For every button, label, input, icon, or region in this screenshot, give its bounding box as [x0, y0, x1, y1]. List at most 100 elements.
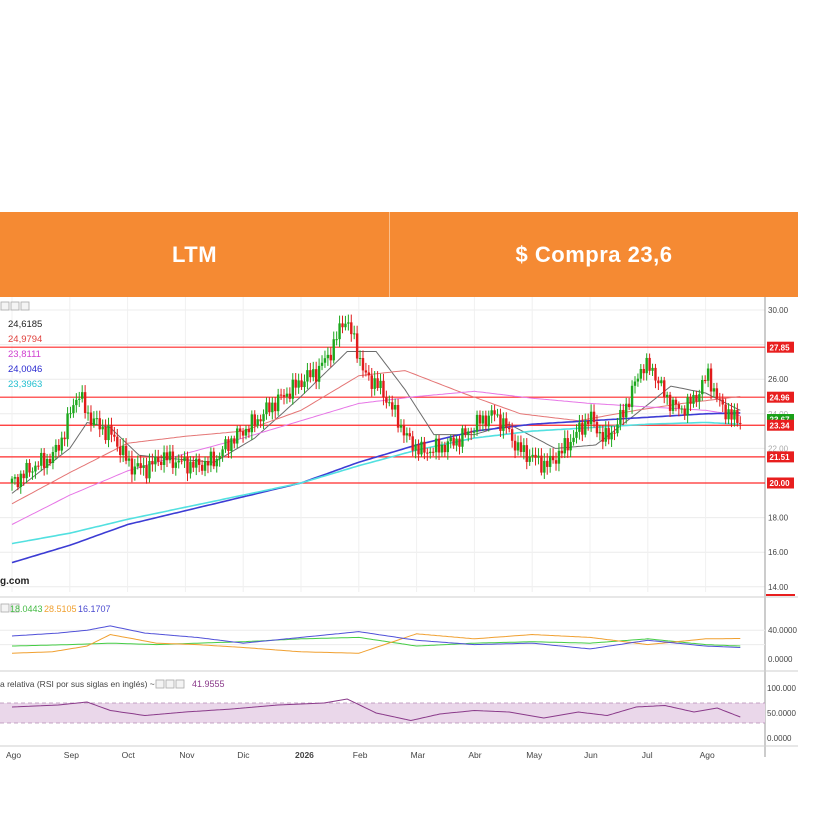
x-tick-label: Mar [411, 750, 426, 760]
candle-body [405, 433, 409, 436]
candle-body [475, 414, 479, 432]
candle-body [63, 437, 66, 440]
candle-body [452, 437, 455, 446]
candle-body [171, 451, 175, 468]
x-tick-label: Abr [468, 750, 481, 760]
x-axis: Ago Sep Oct Nov Dic 2026 Feb Mar Abr May Jun Jul Ago [0, 745, 798, 760]
candle-body [391, 402, 394, 410]
rsi-line [11, 698, 741, 722]
candle-body [227, 439, 230, 451]
candle-body [622, 409, 625, 418]
banner-ticker-label: LTM [0, 212, 390, 297]
candle-body [92, 418, 96, 426]
candle-body [636, 378, 640, 382]
candle-body [347, 322, 350, 324]
panel-tool-icon [20, 301, 30, 311]
candle-body [110, 425, 113, 435]
candle-body [145, 465, 148, 479]
candle-body [174, 462, 177, 468]
candle-body [627, 403, 631, 408]
candle-body [423, 441, 426, 453]
candle-body [98, 418, 101, 430]
candle-body [660, 380, 663, 384]
candle-body [724, 404, 727, 420]
moving-average-line [11, 412, 741, 564]
panel-tool-icon [0, 603, 10, 613]
dmi-minus-line [11, 633, 741, 654]
candle-body [101, 427, 104, 430]
candle-body [461, 428, 464, 447]
candle-body [411, 436, 414, 451]
candle-body [651, 367, 654, 371]
candle-body [502, 418, 505, 431]
x-tick-label: May [526, 750, 543, 760]
candle-body [499, 414, 502, 431]
candle-body [279, 394, 283, 396]
y-tick-label: 22.00 [768, 444, 789, 453]
candle-body [83, 392, 87, 413]
candle-body [183, 457, 186, 462]
candle-body [338, 323, 341, 340]
candle-body [40, 452, 43, 466]
candle-body [467, 431, 470, 435]
candle-body [414, 444, 417, 451]
candle-body [285, 393, 289, 397]
candle-body [358, 358, 362, 360]
price-level-tag [767, 419, 794, 431]
price-level-tag [767, 391, 794, 403]
candle-body [268, 402, 271, 413]
candle-body [654, 367, 657, 381]
candle-body [303, 381, 306, 388]
candle-body [487, 415, 490, 427]
candle-body [616, 424, 619, 434]
candle-body [113, 434, 116, 437]
x-tick-label: Feb [353, 750, 368, 760]
candle-body [80, 392, 84, 399]
candle-body [180, 460, 183, 462]
candle-body [344, 323, 347, 328]
candle-body [312, 369, 315, 378]
candle-body [604, 428, 607, 442]
ma-legend-value: 24,9794 [8, 334, 42, 345]
candle-body [218, 456, 221, 459]
dmi-legend-value: 28.5105 [44, 604, 77, 614]
candle-body [633, 381, 637, 386]
candle-body [645, 357, 648, 374]
y-tick-label: 18.00 [768, 514, 789, 523]
candle-body [508, 427, 511, 430]
dmi-legend-value: 18.0443 [10, 604, 43, 614]
candle-body [625, 403, 628, 418]
price-level-tag [767, 477, 794, 489]
y-tick-label: 30.00 [768, 306, 789, 315]
candle-body [317, 365, 321, 382]
candle-body [449, 437, 452, 442]
x-tick-label: Ago [700, 750, 715, 760]
price-level-label: 21.51 [770, 453, 791, 462]
price-level-tag [767, 341, 794, 353]
candle-body [680, 408, 683, 410]
candle-body [75, 399, 78, 406]
candle-body [116, 436, 119, 447]
candle-body [426, 452, 429, 454]
candle-body [537, 455, 540, 458]
candle-body [566, 438, 569, 451]
x-tick-label: Dic [237, 750, 250, 760]
candle-body [230, 438, 233, 451]
candle-body [48, 458, 52, 463]
candle-body [297, 380, 300, 388]
candle-body [54, 444, 58, 453]
candle-body [121, 445, 125, 455]
candle-body [598, 432, 602, 434]
candle-body [168, 451, 172, 461]
candle-body [522, 445, 526, 452]
candle-body [60, 437, 63, 451]
candle-body [736, 409, 739, 423]
panel-tool-icon [175, 679, 185, 689]
candle-body [429, 451, 432, 454]
candle-body [671, 399, 675, 411]
candle-body [393, 404, 397, 410]
candle-body [607, 428, 610, 440]
candle-body [294, 379, 297, 388]
candle-body [233, 438, 236, 444]
candle-body [89, 412, 93, 426]
